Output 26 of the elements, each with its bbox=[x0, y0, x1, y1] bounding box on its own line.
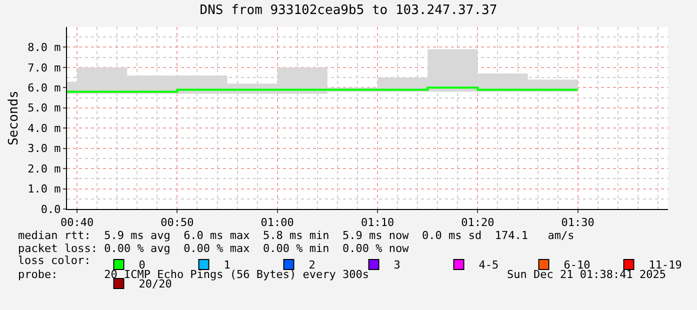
y-tick-label: 4.0 m bbox=[28, 122, 62, 135]
legend-title: loss color: bbox=[18, 254, 91, 268]
y-tick-label: 8.0 m bbox=[28, 41, 62, 54]
y-tick-label: 0.0 bbox=[40, 202, 61, 216]
y-tick-label: 5.0 m bbox=[28, 102, 62, 115]
legend-label: 4-5 bbox=[478, 258, 499, 272]
legend-label: 3 bbox=[394, 258, 400, 272]
legend-label: 20/20 bbox=[138, 278, 172, 291]
text: Sun Dec 21 01:38:41 2025 bbox=[507, 268, 666, 281]
legend-label: 1 bbox=[224, 258, 230, 272]
y-tick-label: 1.0 m bbox=[28, 182, 62, 196]
x-tick-label: 00:40 bbox=[60, 216, 94, 230]
y-tick-label: 7.0 m bbox=[28, 61, 62, 74]
y-tick-label: 2.0 m bbox=[28, 162, 62, 176]
x-tick-label: 01:30 bbox=[561, 216, 594, 230]
x-tick-label: 01:20 bbox=[461, 216, 494, 230]
chart-title: DNS from 933102cea9b5 to 103.247.37.37 bbox=[200, 2, 498, 18]
text: packet loss: 0.00 % avg 0.00 % max 0.00 % min 0.00 % now bbox=[18, 242, 410, 255]
y-tick-label: 6.0 m bbox=[28, 82, 62, 95]
legend-label: 2 bbox=[308, 258, 316, 272]
text: median rtt: 5.9 ms avg 6.0 ms max 5.8 ms min 5.9 ms now 0.0 ms sd 174.1 am/s bbox=[18, 229, 574, 242]
y-tick-label: 3.0 m bbox=[28, 142, 62, 156]
x-tick-label: 01:00 bbox=[260, 216, 294, 230]
x-tick-label: 01:10 bbox=[360, 216, 394, 230]
y-axis-title: Seconds bbox=[6, 90, 22, 146]
x-tick-label: 00:50 bbox=[160, 216, 194, 230]
